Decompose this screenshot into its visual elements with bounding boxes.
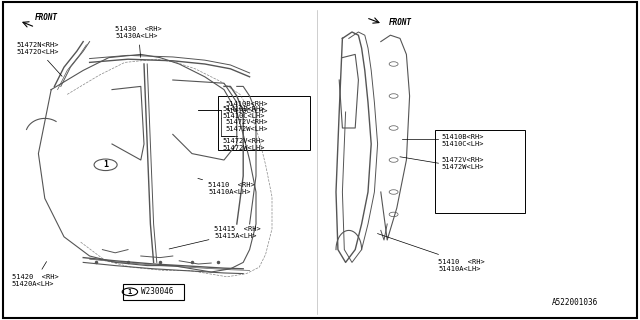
Text: W230046: W230046 (141, 287, 173, 296)
FancyBboxPatch shape (435, 130, 525, 213)
Text: FRONT: FRONT (388, 18, 412, 27)
Text: 51472V<RH>
51472W<LH>: 51472V<RH> 51472W<LH> (225, 119, 268, 132)
FancyBboxPatch shape (123, 284, 184, 300)
Text: 51410B<RH>
51410C<LH>: 51410B<RH> 51410C<LH> (225, 101, 268, 114)
Text: 51430  <RH>
51430A<LH>: 51430 <RH> 51430A<LH> (115, 27, 162, 57)
FancyBboxPatch shape (218, 96, 310, 150)
Text: 51410B<RH>
51410C<LH>: 51410B<RH> 51410C<LH> (442, 134, 484, 148)
Text: 51420  <RH>
51420A<LH>: 51420 <RH> 51420A<LH> (12, 261, 58, 287)
Text: FRONT: FRONT (35, 13, 58, 22)
Text: 51472V<RH>
51472W<LH>: 51472V<RH> 51472W<LH> (223, 138, 265, 151)
Text: 51472N<RH>
51472O<LH>: 51472N<RH> 51472O<LH> (16, 43, 62, 76)
Text: 51410B<RH>
51410C<LH>: 51410B<RH> 51410C<LH> (223, 106, 265, 119)
Text: 1: 1 (103, 160, 108, 169)
Text: A522001036: A522001036 (552, 298, 598, 307)
Text: 1: 1 (128, 289, 132, 295)
Text: 51415  <RH>
51415A<LH>: 51415 <RH> 51415A<LH> (169, 227, 261, 249)
Text: 51472V<RH>
51472W<LH>: 51472V<RH> 51472W<LH> (442, 157, 484, 170)
Text: 51410  <RH>
51410A<LH>: 51410 <RH> 51410A<LH> (438, 259, 485, 272)
Text: 51410  <RH>
51410A<LH>: 51410 <RH> 51410A<LH> (198, 178, 255, 195)
